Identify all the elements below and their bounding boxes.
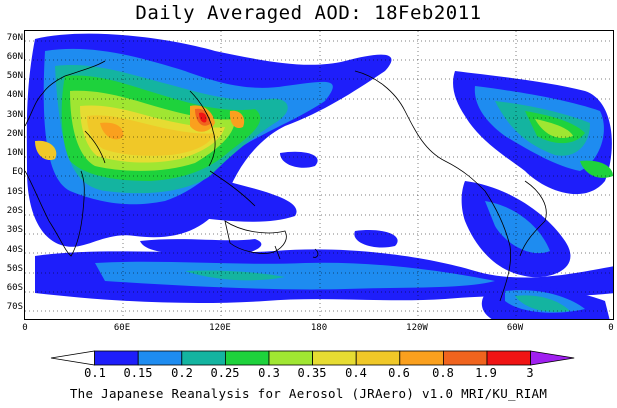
lat-label: 20N xyxy=(6,129,23,139)
colorbar-cell xyxy=(442,350,488,366)
lat-label: 40S xyxy=(6,245,23,255)
colorbar-cell xyxy=(355,350,401,366)
credit-line: The Japanese Reanalysis for Aerosol (JRA… xyxy=(69,386,548,401)
lon-label: 60E xyxy=(113,323,131,333)
lat-label: 70S xyxy=(6,302,23,312)
map-grid xyxy=(25,31,613,319)
lat-label: 20S xyxy=(6,206,23,216)
colorbar-cell xyxy=(50,350,95,366)
colorbar-cell xyxy=(181,350,226,366)
lon-label: 0 xyxy=(608,323,614,333)
colorbar-label: 0.1 xyxy=(84,366,106,380)
lat-label: 50S xyxy=(6,264,23,274)
lat-label: 30S xyxy=(6,225,23,235)
colorbar-label: 0.35 xyxy=(297,366,327,380)
coastlines xyxy=(25,60,547,302)
colorbar-label: 0.4 xyxy=(345,366,367,380)
colorbar-cell xyxy=(224,350,270,366)
lon-label: 180 xyxy=(310,323,328,333)
colorbar-cell xyxy=(268,350,313,366)
colorbar-label: 0.3 xyxy=(258,366,280,380)
aod-map-canvas xyxy=(25,31,613,319)
map-title: Daily Averaged AOD: 18Feb2011 xyxy=(135,2,482,24)
lat-label: 50N xyxy=(6,71,23,81)
lat-label: 30N xyxy=(6,110,23,120)
lon-label: 120E xyxy=(209,323,231,333)
lat-label: 60N xyxy=(6,52,23,62)
lat-label: EQ xyxy=(12,167,23,177)
colorbar-label: 3 xyxy=(526,366,534,380)
colorbar-cell xyxy=(530,350,575,366)
lat-label: 70N xyxy=(6,33,23,43)
lat-label: 10N xyxy=(6,148,23,158)
colorbar-label: 0.6 xyxy=(388,366,410,380)
colorbar-cell xyxy=(312,350,357,366)
colorbar-label: 0.15 xyxy=(123,366,153,380)
lon-label: 0 xyxy=(22,323,28,333)
lon-label: 120W xyxy=(406,323,428,333)
aod-map xyxy=(24,30,614,320)
aod-field xyxy=(26,33,613,319)
colorbar-label: 1.9 xyxy=(475,366,497,380)
colorbar-label: 0.25 xyxy=(210,366,240,380)
colorbar-cell xyxy=(399,350,444,366)
colorbar-label: 0.2 xyxy=(171,366,193,380)
colorbar-cell xyxy=(486,350,531,366)
lon-label: 60W xyxy=(506,323,524,333)
lat-label: 10S xyxy=(6,187,23,197)
colorbar-cell xyxy=(94,350,139,366)
lat-label: 40N xyxy=(6,90,23,100)
colorbar-label: 0.8 xyxy=(432,366,454,380)
lat-label: 60S xyxy=(6,283,23,293)
colorbar-cell xyxy=(137,350,183,366)
aod-colorbar xyxy=(50,350,575,366)
